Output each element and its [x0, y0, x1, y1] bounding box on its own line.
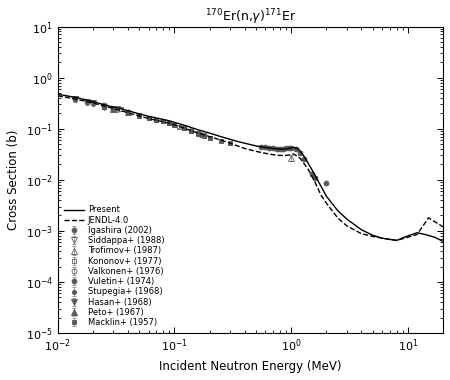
Present	[309, 167, 315, 172]
X-axis label: Incident Neutron Energy (MeV): Incident Neutron Energy (MeV)	[159, 360, 342, 373]
Line: Present: Present	[58, 94, 443, 241]
JENDL-4.0	[160, 119, 166, 124]
Y-axis label: Cross Section (b): Cross Section (b)	[7, 130, 20, 230]
Present	[270, 146, 276, 151]
Present	[277, 147, 283, 151]
JENDL-4.0	[181, 126, 186, 130]
JENDL-4.0	[207, 135, 212, 139]
Present	[432, 235, 437, 239]
JENDL-4.0	[95, 102, 100, 107]
Present	[387, 237, 392, 242]
Present	[166, 119, 172, 123]
JENDL-4.0	[288, 152, 294, 157]
Present	[298, 149, 303, 154]
JENDL-4.0	[227, 141, 233, 146]
JENDL-4.0	[263, 151, 268, 155]
JENDL-4.0	[137, 114, 142, 118]
Present	[176, 122, 182, 126]
JENDL-4.0	[125, 111, 130, 115]
Present	[85, 98, 90, 103]
Present	[344, 217, 350, 222]
Present	[137, 112, 142, 116]
JENDL-4.0	[291, 152, 297, 156]
Line: JENDL-4.0: JENDL-4.0	[58, 96, 443, 241]
JENDL-4.0	[172, 123, 177, 127]
Present	[207, 131, 212, 135]
Present	[422, 232, 427, 237]
Present	[414, 230, 420, 235]
Present	[441, 239, 446, 244]
JENDL-4.0	[318, 193, 324, 198]
Present	[370, 233, 375, 238]
JENDL-4.0	[335, 215, 340, 220]
JENDL-4.0	[105, 105, 111, 109]
Present	[116, 106, 121, 110]
Present	[196, 128, 201, 132]
Present	[202, 129, 207, 134]
Present	[235, 139, 241, 144]
JENDL-4.0	[64, 95, 70, 100]
JENDL-4.0	[153, 118, 159, 123]
JENDL-4.0	[242, 146, 248, 151]
JENDL-4.0	[192, 130, 198, 135]
Present	[291, 145, 297, 150]
JENDL-4.0	[394, 238, 399, 243]
Present	[283, 147, 288, 151]
Present	[379, 236, 385, 241]
JENDL-4.0	[85, 99, 90, 104]
JENDL-4.0	[146, 116, 151, 121]
Present	[296, 147, 301, 151]
Present	[288, 146, 294, 150]
Present	[394, 238, 399, 243]
Title: $^{170}$Er(n,$\gamma$)$^{171}$Er: $^{170}$Er(n,$\gamma$)$^{171}$Er	[205, 7, 296, 27]
JENDL-4.0	[426, 215, 431, 220]
Present	[318, 184, 324, 188]
Present	[335, 208, 340, 213]
Present	[189, 125, 194, 130]
JENDL-4.0	[312, 180, 318, 184]
Present	[253, 144, 259, 148]
JENDL-4.0	[370, 234, 375, 239]
JENDL-4.0	[405, 235, 410, 239]
Present	[153, 116, 159, 120]
JENDL-4.0	[344, 224, 350, 228]
Present	[181, 123, 186, 127]
JENDL-4.0	[166, 121, 172, 125]
Present	[359, 228, 364, 232]
Present	[160, 117, 166, 122]
JENDL-4.0	[414, 232, 420, 237]
JENDL-4.0	[441, 225, 446, 229]
JENDL-4.0	[277, 153, 283, 158]
Present	[146, 114, 151, 119]
Present	[293, 146, 299, 150]
Present	[324, 194, 329, 198]
Present	[263, 145, 268, 150]
Present	[95, 101, 100, 105]
JENDL-4.0	[253, 149, 259, 154]
JENDL-4.0	[379, 236, 385, 241]
JENDL-4.0	[293, 153, 299, 158]
JENDL-4.0	[270, 152, 276, 157]
Present	[64, 93, 70, 98]
JENDL-4.0	[283, 153, 288, 158]
Present	[227, 137, 233, 142]
Present	[218, 135, 224, 139]
JENDL-4.0	[359, 231, 364, 236]
JENDL-4.0	[116, 108, 121, 112]
JENDL-4.0	[324, 201, 329, 205]
JENDL-4.0	[76, 97, 81, 102]
JENDL-4.0	[218, 138, 224, 142]
Present	[125, 108, 130, 113]
JENDL-4.0	[298, 156, 303, 161]
JENDL-4.0	[55, 93, 60, 98]
Present	[302, 155, 307, 159]
Legend: Present, JENDL-4.0, Igashira (2002), Siddappa+ (1988), Trofimov+ (1987), Kononov: Present, JENDL-4.0, Igashira (2002), Sid…	[62, 204, 166, 329]
JENDL-4.0	[306, 167, 311, 172]
Present	[105, 104, 111, 108]
Present	[76, 96, 81, 100]
Present	[242, 141, 248, 146]
Present	[55, 92, 60, 97]
Present	[405, 234, 410, 238]
Present	[172, 120, 177, 125]
